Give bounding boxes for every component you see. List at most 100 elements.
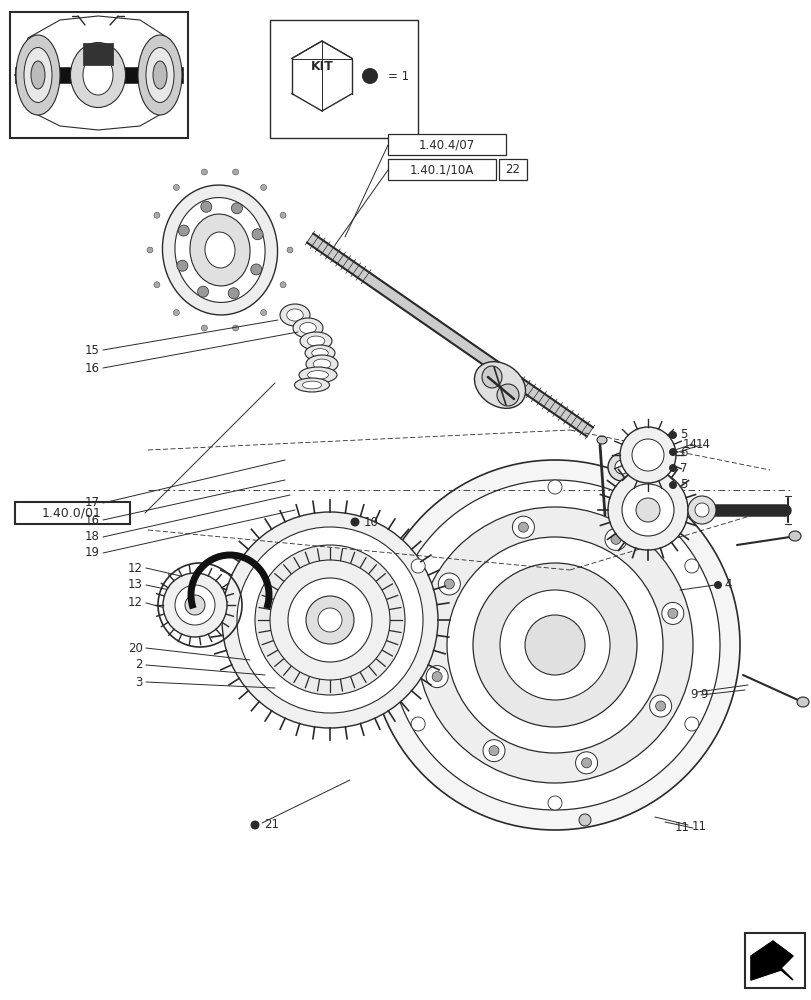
Ellipse shape xyxy=(307,371,328,379)
Ellipse shape xyxy=(293,318,323,338)
Text: 12: 12 xyxy=(128,596,143,609)
Circle shape xyxy=(426,666,448,688)
Circle shape xyxy=(610,534,620,544)
Circle shape xyxy=(147,247,152,253)
Polygon shape xyxy=(307,233,592,437)
Text: 14: 14 xyxy=(682,438,697,452)
Circle shape xyxy=(154,282,160,288)
Circle shape xyxy=(260,310,266,316)
Ellipse shape xyxy=(294,378,329,392)
Circle shape xyxy=(438,573,460,595)
Circle shape xyxy=(286,247,293,253)
Circle shape xyxy=(668,464,676,472)
Circle shape xyxy=(237,527,423,713)
Circle shape xyxy=(251,264,261,275)
Circle shape xyxy=(197,286,208,297)
Ellipse shape xyxy=(162,185,277,315)
Text: 5: 5 xyxy=(679,479,687,491)
Circle shape xyxy=(410,559,425,573)
Ellipse shape xyxy=(796,697,808,707)
Text: 11: 11 xyxy=(691,820,706,833)
Circle shape xyxy=(604,528,626,550)
Circle shape xyxy=(362,68,378,84)
Bar xyxy=(388,159,496,180)
Circle shape xyxy=(318,608,341,632)
Text: 8: 8 xyxy=(702,506,709,518)
Circle shape xyxy=(684,559,698,573)
Ellipse shape xyxy=(302,381,321,389)
Ellipse shape xyxy=(496,384,518,406)
Ellipse shape xyxy=(16,35,60,115)
Text: 8: 8 xyxy=(692,506,699,520)
Text: 16: 16 xyxy=(85,361,100,374)
Circle shape xyxy=(488,746,499,756)
Bar xyxy=(83,43,113,65)
Text: KIT: KIT xyxy=(311,60,333,73)
Circle shape xyxy=(649,695,671,717)
Text: 16: 16 xyxy=(85,514,100,526)
Ellipse shape xyxy=(311,349,328,357)
Circle shape xyxy=(654,701,665,711)
Circle shape xyxy=(581,758,591,768)
Text: 15: 15 xyxy=(85,344,100,357)
Circle shape xyxy=(389,480,719,810)
Circle shape xyxy=(661,602,683,624)
Ellipse shape xyxy=(31,61,45,89)
Circle shape xyxy=(694,503,708,517)
Circle shape xyxy=(251,229,263,240)
Text: 10: 10 xyxy=(363,516,379,528)
Text: 17: 17 xyxy=(85,496,100,510)
Circle shape xyxy=(173,310,179,316)
Text: 1.40.1/10A: 1.40.1/10A xyxy=(410,163,474,176)
Circle shape xyxy=(500,590,609,700)
Circle shape xyxy=(221,512,437,728)
Circle shape xyxy=(668,481,676,489)
Bar xyxy=(15,67,182,83)
Text: 3: 3 xyxy=(135,676,143,688)
Circle shape xyxy=(713,581,721,589)
Bar xyxy=(10,12,188,138)
Circle shape xyxy=(201,169,207,175)
Circle shape xyxy=(512,516,534,538)
Ellipse shape xyxy=(204,232,234,268)
Circle shape xyxy=(667,608,677,618)
Circle shape xyxy=(228,288,239,299)
Ellipse shape xyxy=(146,48,174,103)
Ellipse shape xyxy=(174,198,264,302)
Circle shape xyxy=(446,537,663,753)
Text: = 1: = 1 xyxy=(388,70,409,83)
Ellipse shape xyxy=(788,531,800,541)
Circle shape xyxy=(232,169,238,175)
Bar xyxy=(499,159,526,180)
Circle shape xyxy=(280,212,285,218)
Circle shape xyxy=(410,717,425,731)
Text: 13: 13 xyxy=(128,578,143,591)
Ellipse shape xyxy=(307,336,324,346)
Circle shape xyxy=(547,480,561,494)
Circle shape xyxy=(255,545,405,695)
Bar xyxy=(388,134,505,155)
Ellipse shape xyxy=(71,43,126,108)
Ellipse shape xyxy=(305,345,335,361)
Circle shape xyxy=(631,439,663,471)
Polygon shape xyxy=(750,941,792,980)
Ellipse shape xyxy=(299,322,315,334)
Circle shape xyxy=(684,717,698,731)
Circle shape xyxy=(306,596,354,644)
Ellipse shape xyxy=(280,304,310,326)
Ellipse shape xyxy=(482,366,501,388)
Circle shape xyxy=(175,585,215,625)
Circle shape xyxy=(575,752,597,774)
Circle shape xyxy=(635,498,659,522)
Circle shape xyxy=(270,560,389,680)
Text: 2: 2 xyxy=(135,658,143,672)
Circle shape xyxy=(525,615,584,675)
Circle shape xyxy=(154,212,160,218)
Circle shape xyxy=(280,282,285,288)
Ellipse shape xyxy=(313,359,330,369)
Circle shape xyxy=(417,507,692,783)
Circle shape xyxy=(620,427,676,483)
Text: 14: 14 xyxy=(695,438,710,450)
Circle shape xyxy=(444,579,454,589)
Ellipse shape xyxy=(474,362,525,408)
